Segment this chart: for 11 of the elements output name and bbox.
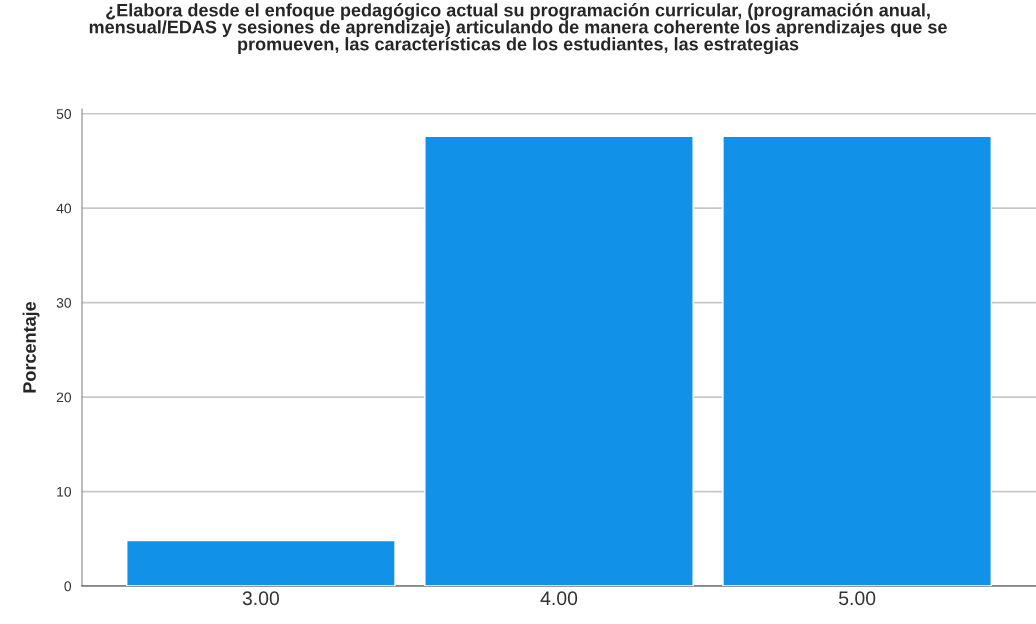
chart-title: ¿Elabora desde el enfoque pedagógico actual su programación curricular, (programación anual, mensual/EDAS y sesiones de aprendizaje) articulando de manera coherente los aprendizajes que se promueven, las características de los estudiantes, las estrategias [89, 3, 947, 55]
x-tick-label: 5.00 [838, 591, 876, 606]
y-tick-label: 50 [56, 109, 72, 119]
y-tick-label: 20 [56, 392, 72, 403]
x-tick-label: 3.00 [242, 591, 280, 606]
x-tick-label: 4.00 [540, 591, 578, 606]
y-tick-label: 30 [56, 297, 72, 308]
y-tick-label: 10 [57, 486, 72, 497]
y-tick-label: 40 [56, 203, 72, 214]
y-axis-title: Porcentaje [22, 301, 40, 393]
y-tick-label: 0 [64, 581, 72, 592]
